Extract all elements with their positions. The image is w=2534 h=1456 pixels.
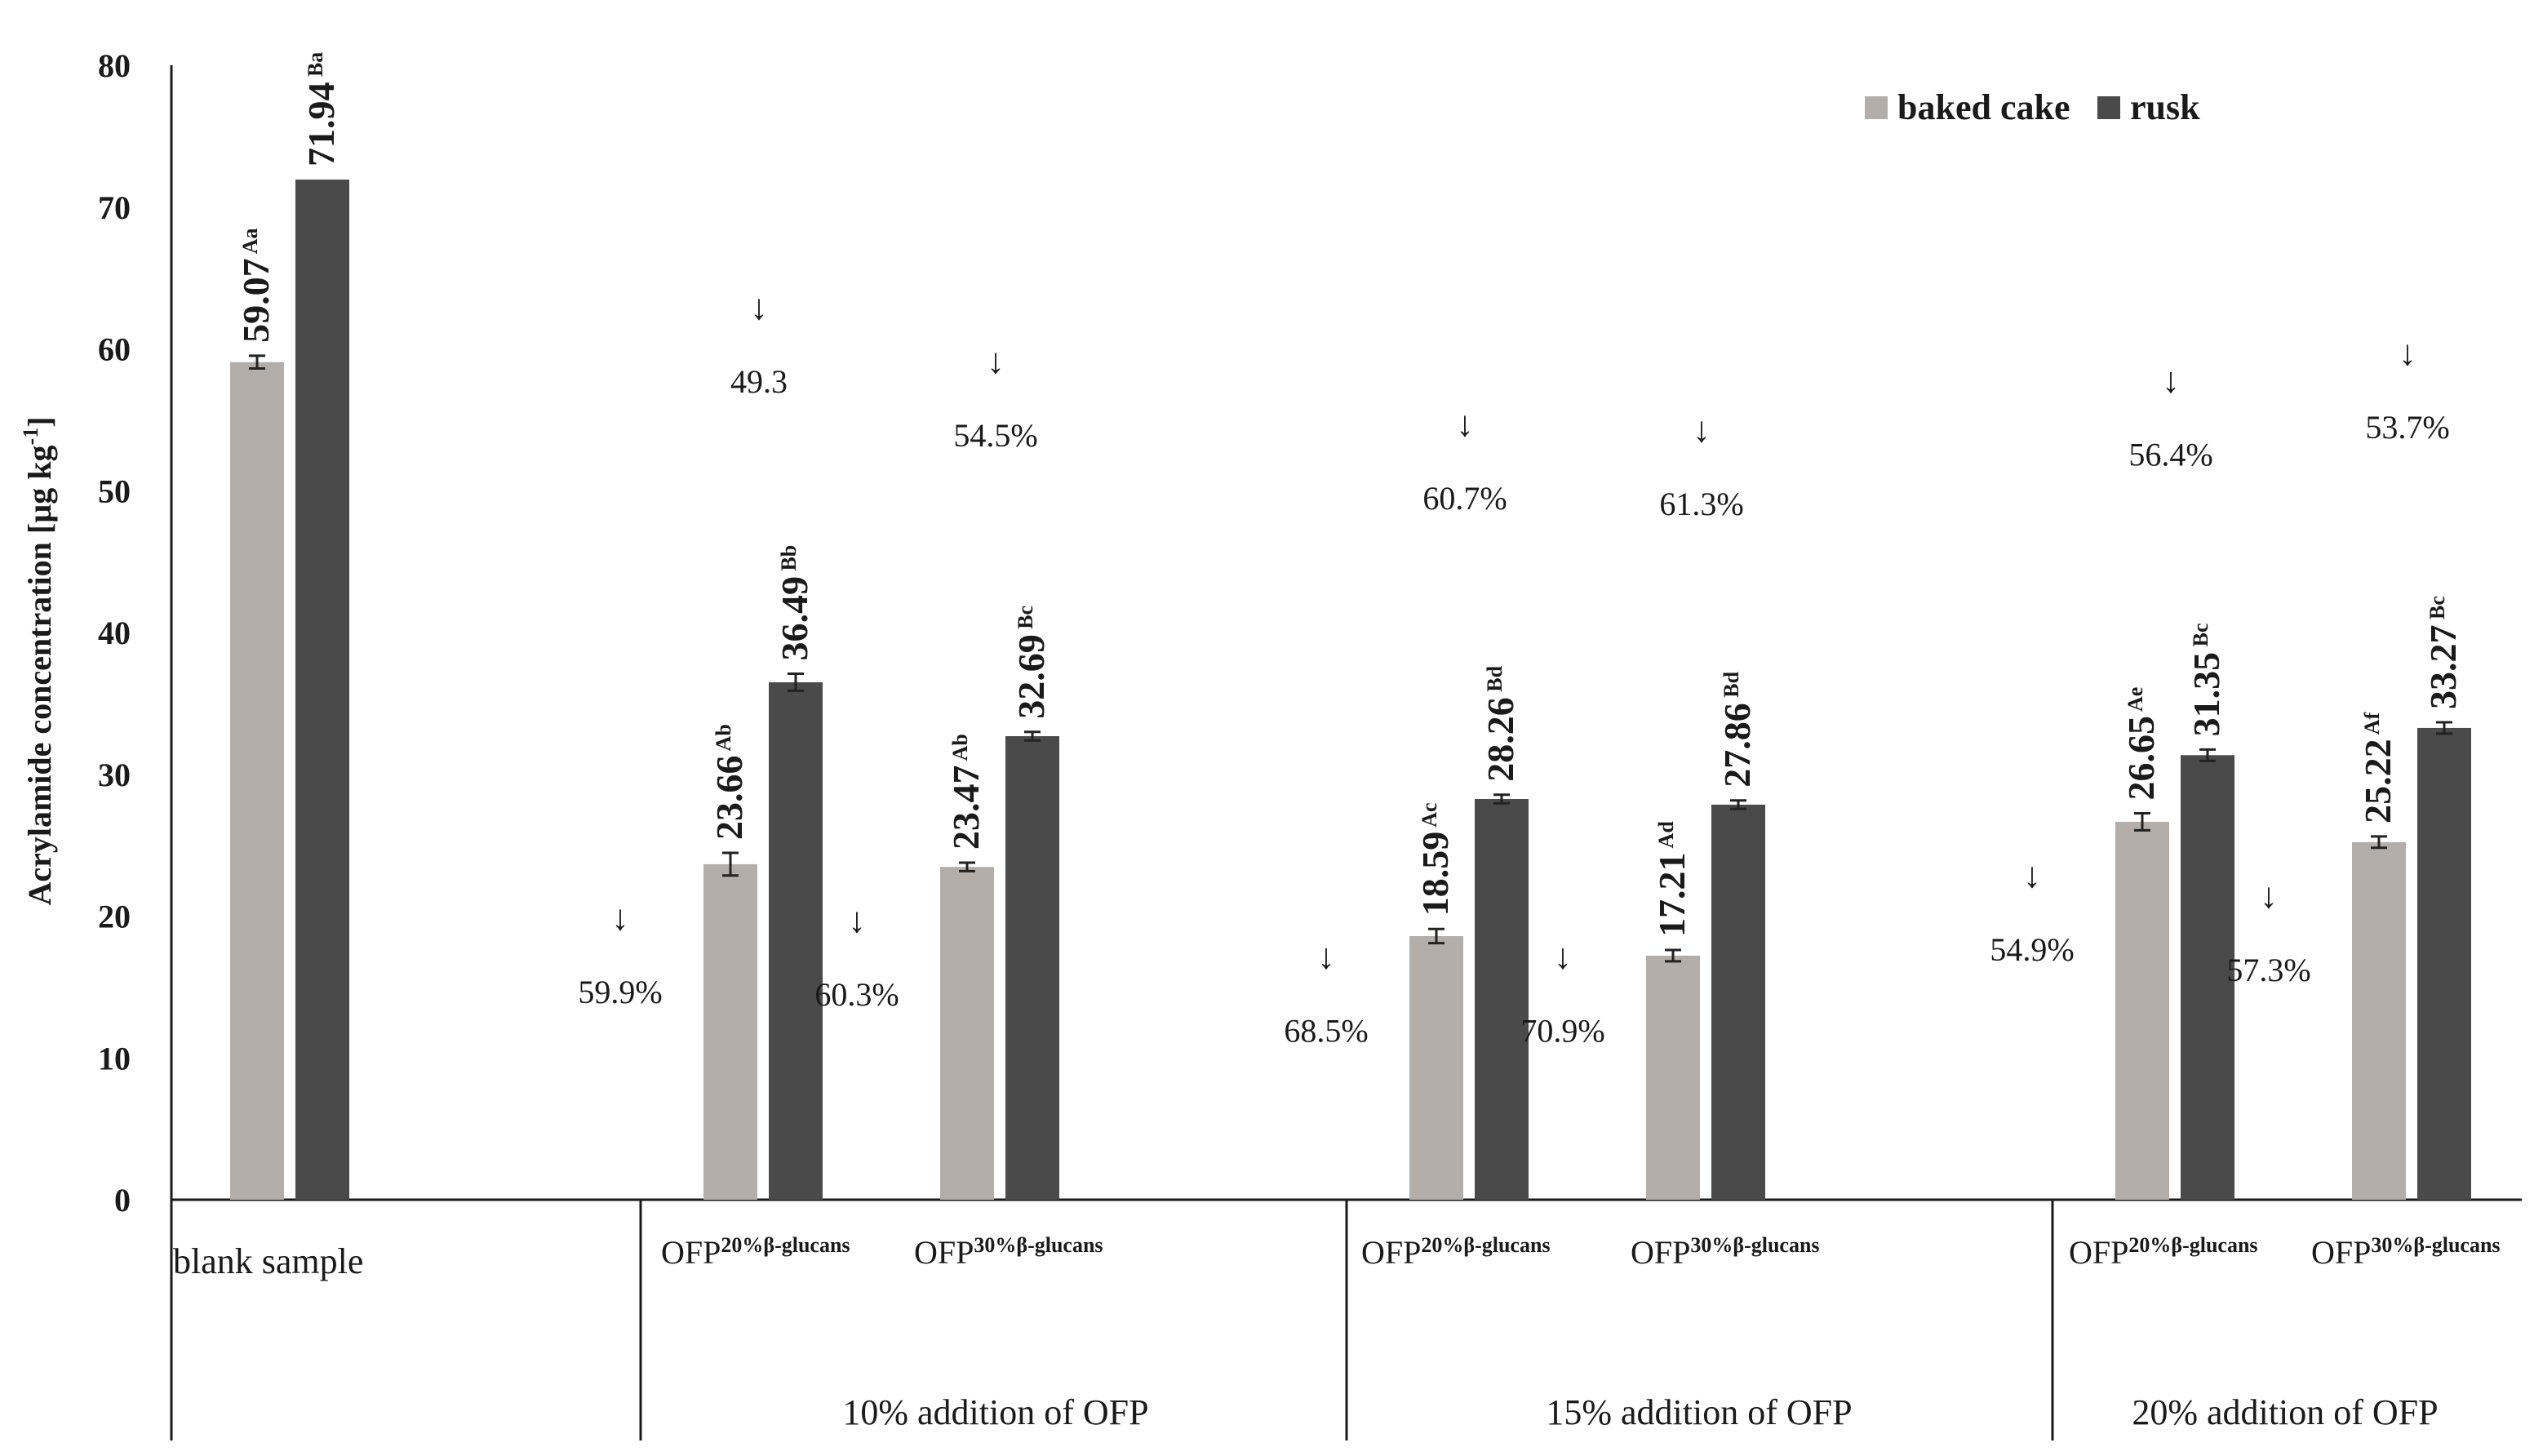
sample-label: OFP20%β-glucans: [1361, 1233, 1551, 1271]
group-label: 15% addition of OFP: [1546, 1392, 1852, 1432]
bar-baked-cake: [2352, 841, 2406, 1200]
reduction-label-rusk: 56.4%: [2128, 436, 2212, 473]
reduction-arrow: ↓: [987, 341, 1005, 381]
reduction-arrow: ↓: [750, 287, 768, 327]
data-label: 23.66 Ab: [708, 724, 750, 840]
group-label: 10% addition of OFP: [842, 1392, 1148, 1432]
y-tick-label: 60: [98, 331, 131, 368]
reduction-arrow: ↓: [2260, 876, 2278, 916]
bar-baked-cake: [703, 863, 757, 1200]
reduction-label-rusk: 54.5%: [953, 417, 1037, 454]
reduction-arrow: ↓: [1554, 936, 1572, 976]
bar-rusk: [1475, 798, 1529, 1200]
reduction-label-rusk: 61.3%: [1659, 486, 1743, 522]
reduction-label-baked-cake: 57.3%: [2226, 952, 2310, 988]
reduction-arrow: ↓: [2399, 333, 2416, 373]
sample-label: OFP20%β-glucans: [2069, 1233, 2258, 1271]
reduction-label-baked-cake: 59.9%: [578, 974, 662, 1010]
data-label: 32.69 Bc: [1010, 606, 1052, 719]
y-axis-title: Acrylamide concentration [µg kg-1]: [19, 416, 58, 905]
legend-label: baked cake: [1897, 87, 2070, 127]
data-label: 23.47 Ab: [945, 734, 987, 850]
legend-swatch-rusk: [2097, 96, 2120, 119]
legend: baked cake rusk: [1865, 87, 2200, 127]
bar-rusk: [2417, 727, 2471, 1200]
y-tick-label: 20: [98, 899, 131, 935]
data-label: 71.94 Ba: [300, 52, 342, 166]
y-tick-label: 50: [98, 473, 131, 509]
bar-rusk: [769, 681, 823, 1200]
data-label: 26.65 Ae: [2120, 687, 2162, 801]
bar-baked-cake: [230, 362, 284, 1201]
bar-rusk: [1711, 804, 1765, 1200]
bar-baked-cake: [1646, 955, 1700, 1200]
legend-label: rusk: [2130, 87, 2200, 127]
reduction-label-baked-cake: 54.9%: [1990, 931, 2074, 968]
reduction-arrow: ↓: [1456, 404, 1474, 444]
data-label: 27.86 Bd: [1716, 671, 1758, 787]
data-label: 31.35 Bc: [2186, 623, 2227, 736]
group-label: 20% addition of OFP: [2132, 1392, 2438, 1432]
reduction-label-rusk: 60.7%: [1422, 480, 1507, 517]
sample-label: OFP30%β-glucans: [914, 1233, 1103, 1271]
bar-baked-cake: [1409, 935, 1463, 1200]
reduction-arrow: ↓: [611, 898, 629, 938]
reduction-arrow: ↓: [848, 900, 866, 940]
sample-label: OFP30%β-glucans: [2311, 1233, 2501, 1271]
data-label: 18.59 Ac: [1414, 802, 1456, 916]
bar-rusk: [2181, 755, 2234, 1200]
y-tick-label: 0: [114, 1182, 131, 1219]
bar-baked-cake: [2115, 821, 2169, 1200]
bar-rusk: [1005, 736, 1059, 1200]
group-label: blank sample: [173, 1241, 363, 1281]
data-label: 33.27 Bc: [2422, 596, 2464, 709]
value-labels: 59.07 Aa 71.94 Ba 23.66 Ab 36.49 Bb ↓ 59.9% ↓ 4…: [235, 52, 2464, 1050]
data-label: 36.49 Bb: [774, 545, 815, 661]
bar-rusk: [295, 180, 349, 1201]
reduction-label-baked-cake: 60.3%: [814, 976, 899, 1013]
sample-label: OFP30%β-glucans: [1631, 1233, 1820, 1271]
reduction-label-baked-cake: 70.9%: [1520, 1012, 1604, 1049]
y-tick-label: 70: [98, 189, 131, 226]
y-tick-label: 40: [98, 615, 131, 651]
y-tick-label: 80: [98, 47, 131, 84]
reduction-arrow: ↓: [1693, 410, 1711, 450]
reduction-arrow: ↓: [2162, 360, 2180, 400]
reduction-arrow: ↓: [2023, 855, 2041, 895]
sample-label: OFP20%β-glucans: [661, 1233, 850, 1271]
legend-swatch-baked-cake: [1865, 96, 1888, 119]
reduction-arrow: ↓: [1317, 936, 1335, 976]
bars: [230, 180, 2471, 1201]
reduction-label-rusk: 53.7%: [2365, 409, 2449, 446]
axes: 0 10 20 30 40 50 60 70 80 blank sample 10% additio…: [98, 47, 2522, 1440]
reduction-label-rusk: 49.3: [730, 363, 788, 400]
data-label: 28.26 Bd: [1480, 665, 1521, 781]
data-label: 25.22 Af: [2357, 712, 2399, 823]
bar-baked-cake: [940, 867, 994, 1200]
reduction-label-baked-cake: 68.5%: [1284, 1012, 1368, 1049]
data-label: 17.21 Ad: [1651, 821, 1693, 937]
data-label: 59.07 Aa: [235, 228, 277, 342]
y-tick-label: 30: [98, 757, 131, 793]
y-tick-label: 10: [98, 1040, 131, 1076]
